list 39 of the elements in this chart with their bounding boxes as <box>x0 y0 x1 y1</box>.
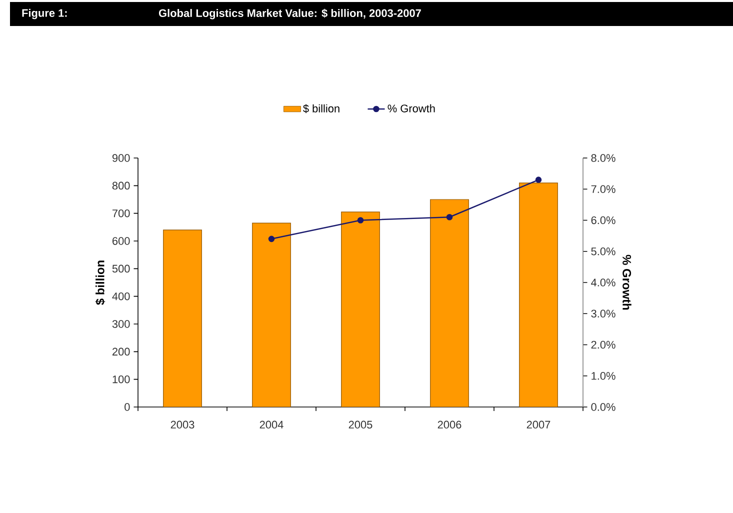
y-tick-label: 200 <box>112 348 130 356</box>
y-tick-label: 100 <box>112 375 130 384</box>
text: Figure 1: <box>22 8 67 20</box>
x-tick-label: 2007 <box>526 420 550 429</box>
x-tick-label: 2003 <box>170 420 194 429</box>
bar <box>252 222 291 407</box>
y2-tick-label: 3.0% <box>591 310 616 318</box>
y2-axis-title: % Growth <box>622 254 632 310</box>
x-tick-label: 2004 <box>260 420 284 429</box>
y2-tick-label: 1.0% <box>592 372 616 380</box>
y2-tick-label: 2.0% <box>591 340 616 349</box>
point <box>535 176 542 183</box>
y-tick-label: 300 <box>112 320 130 328</box>
y2-tick-label: 0.0% <box>591 403 616 411</box>
bar <box>519 182 558 407</box>
y-tick-label: 600 <box>112 237 130 245</box>
point <box>446 214 453 220</box>
point <box>357 217 364 224</box>
chart-title: Global Logistics Market Value: $ billion, 2003-2007 <box>158 8 421 20</box>
y-tick-label: 500 <box>112 264 130 273</box>
bar <box>163 230 202 407</box>
x-tick-label: 2005 <box>348 420 372 429</box>
legend-label: % Growth <box>388 104 435 112</box>
y-axis-title: $ billion <box>95 260 106 305</box>
y-tick-label: 800 <box>112 182 130 190</box>
bar <box>430 199 469 407</box>
y2-tick-label: 4.0% <box>591 278 616 286</box>
y-tick-label: 0 <box>124 403 130 411</box>
y2-tick-label: 6.0% <box>591 216 616 224</box>
y-tick-label: 900 <box>112 154 130 162</box>
x-tick-label: 2006 <box>438 420 462 429</box>
bar <box>341 212 380 407</box>
y-tick-label: 700 <box>112 209 130 218</box>
y-tick-label: 400 <box>112 292 130 300</box>
y2-tick-label: 8.0% <box>591 154 616 162</box>
y2-tick-label: 5.0% <box>591 248 616 256</box>
point <box>268 236 275 242</box>
y2-tick-label: 7.0% <box>591 185 616 194</box>
legend-label: $ billion <box>303 104 340 114</box>
